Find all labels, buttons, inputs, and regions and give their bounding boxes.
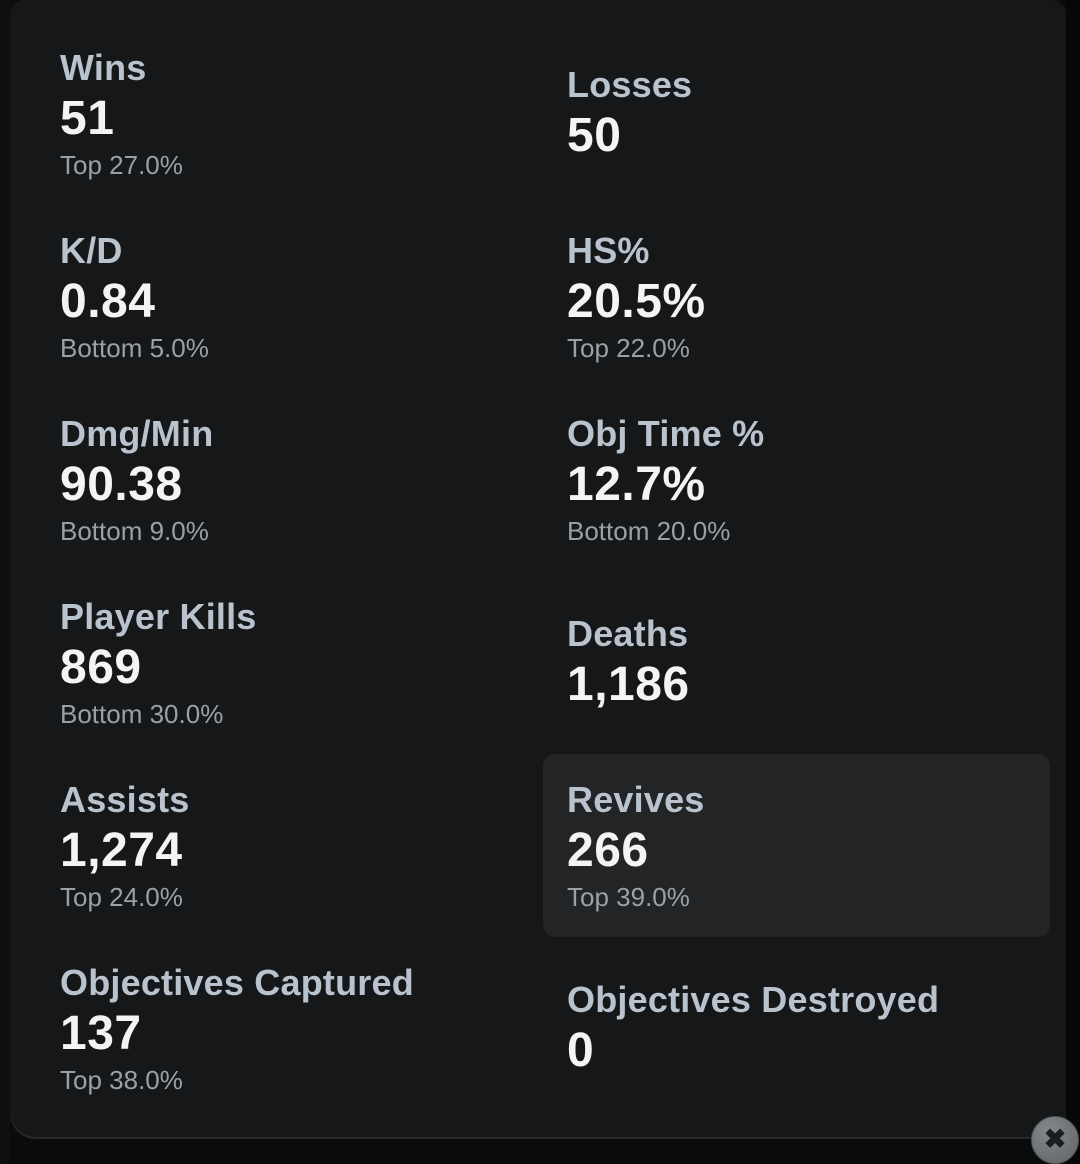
stat-label: HS% — [567, 229, 650, 271]
stat-label: Revives — [567, 778, 705, 820]
stat-cell[interactable]: HS% 20.5% Top 22.0% — [543, 205, 1050, 388]
stat-percentile: Bottom 9.0% — [60, 515, 209, 546]
stat-cell[interactable]: Obj Time % 12.7% Bottom 20.0% — [543, 388, 1050, 571]
stat-value: 137 — [60, 1006, 142, 1060]
close-button[interactable]: ✖ — [1031, 1116, 1079, 1164]
stat-value: 50 — [567, 108, 622, 162]
stat-percentile: Top 24.0% — [60, 881, 183, 912]
stat-percentile: Bottom 20.0% — [567, 515, 731, 546]
stat-percentile: Top 39.0% — [567, 881, 690, 912]
stat-cell[interactable]: Revives 266 Top 39.0% — [543, 754, 1050, 937]
stat-label: Wins — [60, 46, 147, 88]
stat-cell[interactable]: K/D 0.84 Bottom 5.0% — [36, 205, 543, 388]
stats-card: Wins 51 Top 27.0% Losses 50 K/D 0.84 Bottom 5.0… — [10, 0, 1066, 1137]
stat-value: 51 — [60, 91, 115, 145]
stat-percentile: Bottom 30.0% — [60, 698, 224, 729]
stat-percentile: Top 38.0% — [60, 1064, 183, 1095]
stat-cell[interactable]: Assists 1,274 Top 24.0% — [36, 754, 543, 937]
stat-cell[interactable]: Dmg/Min 90.38 Bottom 9.0% — [36, 388, 543, 571]
stat-cell[interactable]: Objectives Captured 137 Top 38.0% — [36, 937, 543, 1120]
stat-label: Obj Time % — [567, 412, 765, 454]
stat-cell[interactable]: Wins 51 Top 27.0% — [36, 22, 543, 205]
stat-label: Deaths — [567, 612, 689, 654]
stats-grid: Wins 51 Top 27.0% Losses 50 K/D 0.84 Bottom 5.0… — [36, 22, 1050, 1120]
stat-label: Objectives Destroyed — [567, 978, 940, 1020]
stat-label: K/D — [60, 229, 123, 271]
stat-percentile: Top 22.0% — [567, 332, 690, 363]
stat-label: Player Kills — [60, 595, 257, 637]
stat-value: 0.84 — [60, 274, 156, 328]
stat-percentile: Top 27.0% — [60, 149, 183, 180]
stat-label: Objectives Captured — [60, 961, 414, 1003]
stat-value: 12.7% — [567, 457, 706, 511]
stat-label: Losses — [567, 63, 693, 105]
stat-cell[interactable]: Player Kills 869 Bottom 30.0% — [36, 571, 543, 754]
stat-value: 20.5% — [567, 274, 706, 328]
stat-label: Assists — [60, 778, 190, 820]
stat-cell[interactable]: Objectives Destroyed 0 — [543, 937, 1050, 1120]
stat-value: 869 — [60, 640, 142, 694]
stat-label: Dmg/Min — [60, 412, 214, 454]
stat-percentile: Bottom 5.0% — [60, 332, 209, 363]
stat-value: 1,274 — [60, 823, 183, 877]
close-icon: ✖ — [1043, 1123, 1067, 1154]
stat-value: 1,186 — [567, 657, 690, 711]
stat-value: 90.38 — [60, 457, 183, 511]
stat-value: 0 — [567, 1023, 595, 1077]
stat-cell[interactable]: Deaths 1,186 — [543, 571, 1050, 754]
stat-value: 266 — [567, 823, 649, 877]
stat-cell[interactable]: Losses 50 — [543, 22, 1050, 205]
